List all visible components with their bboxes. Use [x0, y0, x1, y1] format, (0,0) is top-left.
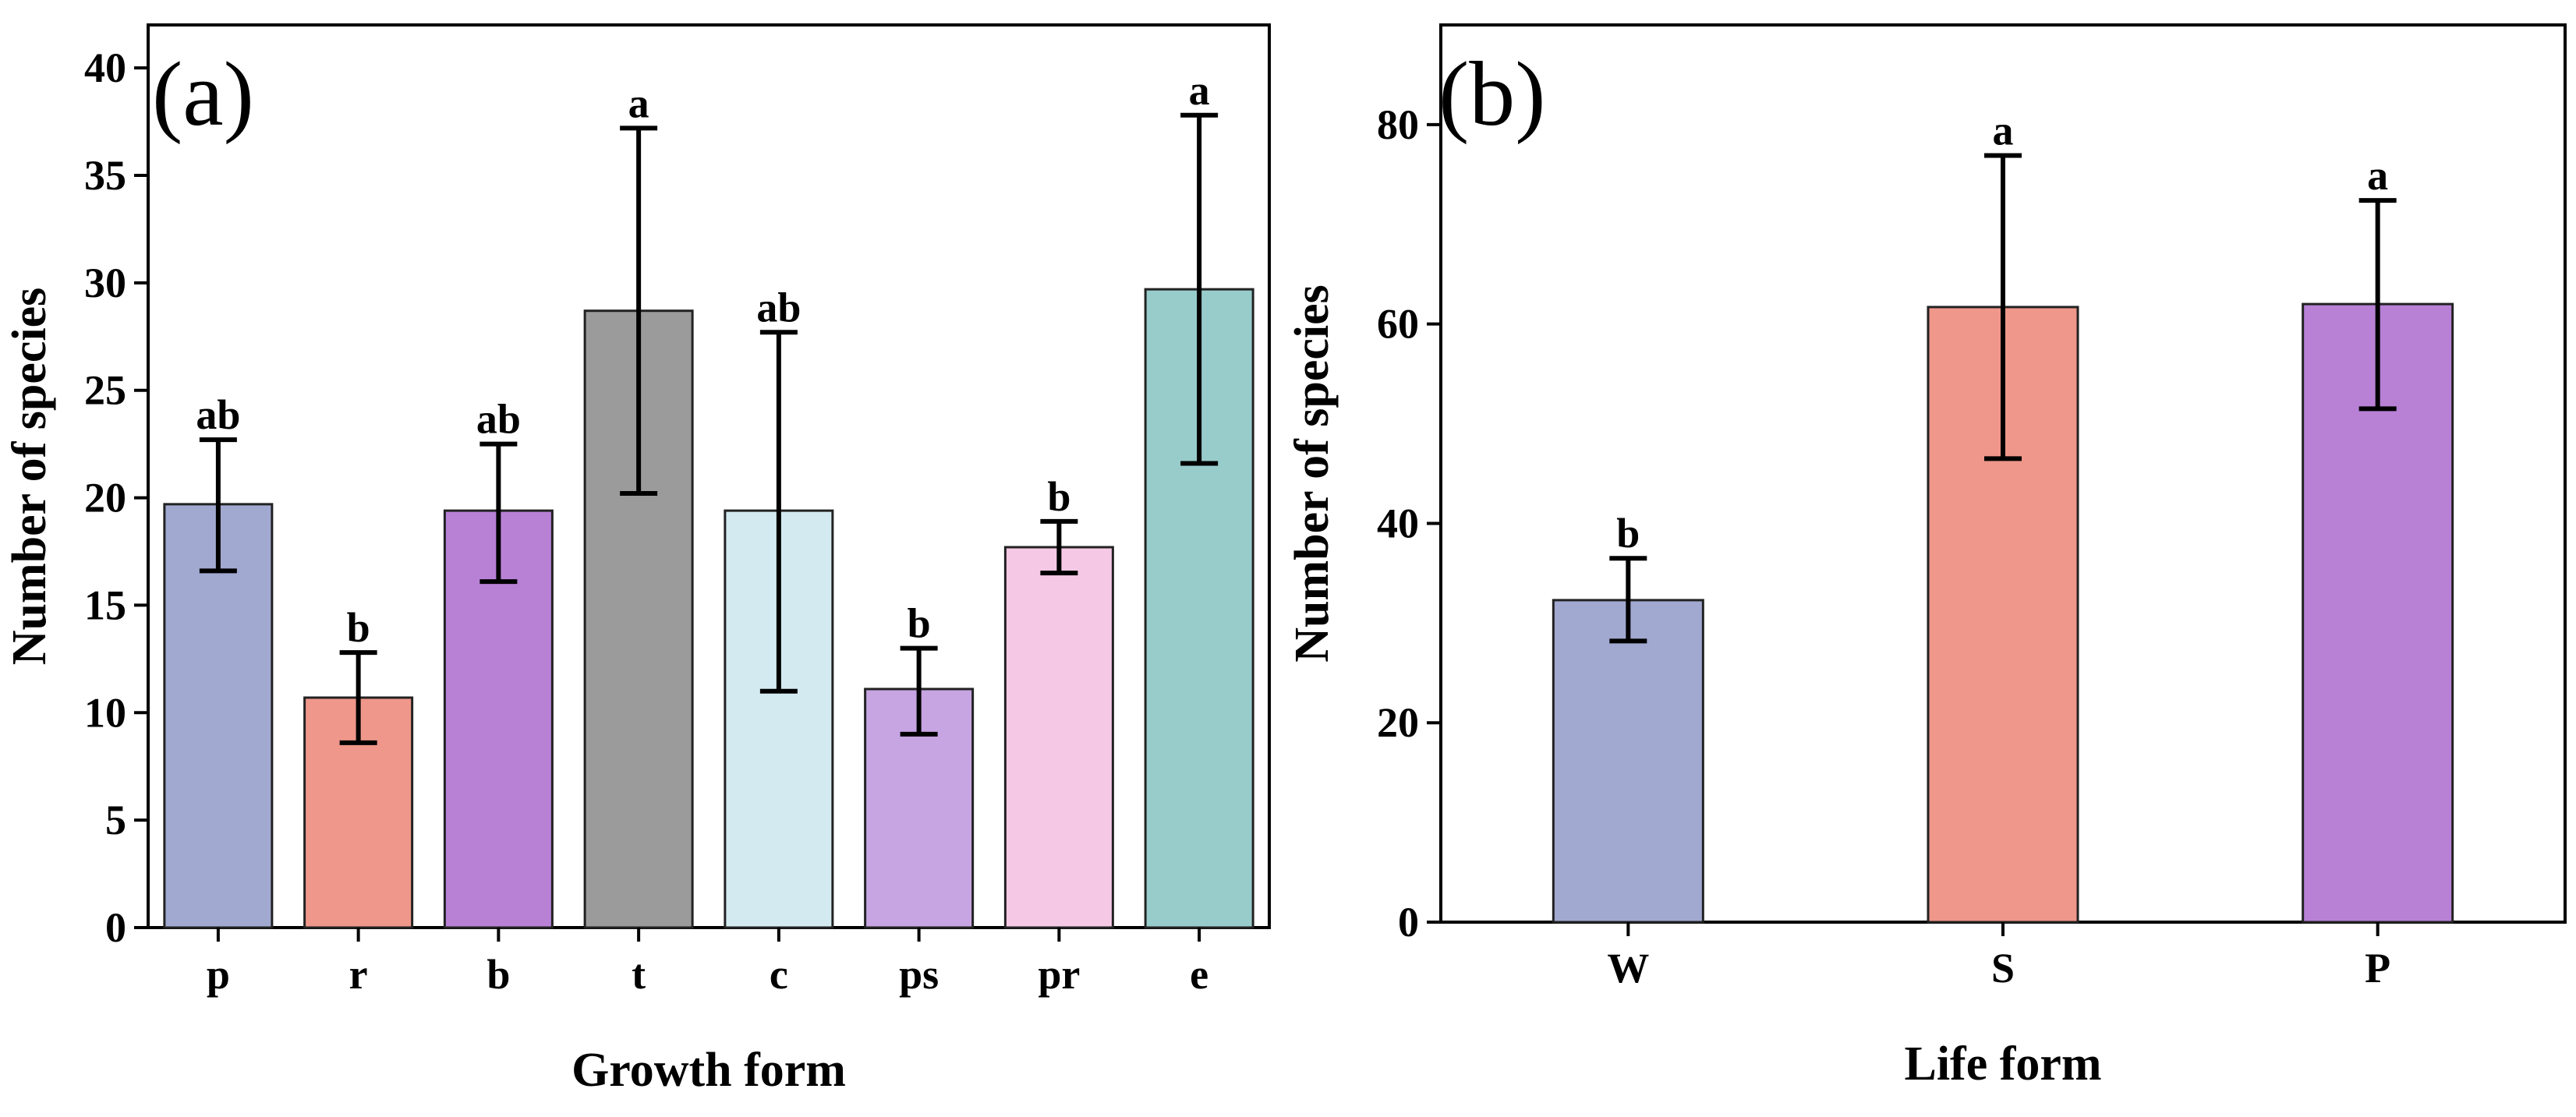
panel-b-y-axis-title: Number of species	[1286, 285, 1339, 662]
panel-a-chart: 0 5 10 15 20 25 30 35 40 ab p b r ab b a t ab c b ps b pr a e Gro…	[3, 23, 1271, 1097]
panel-b-significance-P: a	[2367, 152, 2388, 199]
panel-a-y-tick-label: 15	[84, 581, 126, 628]
panel-a-significance-c: ab	[756, 284, 801, 331]
panel-a-bar-pr	[1003, 546, 1114, 929]
panel-b-chart: 0 20 40 60 80 b Wa Sa P Life form Number of specie…	[1286, 23, 2567, 1090]
panel-a-plot-frame	[147, 23, 1271, 929]
panel-b-y-tick-label: 40	[1377, 500, 1419, 546]
panel-a-y-tick-label: 10	[84, 689, 126, 736]
panel-b-bar-W	[1552, 599, 1704, 924]
panel-a-significance-b: ab	[476, 396, 521, 443]
panel-a-x-tick-label-t: t	[632, 951, 646, 998]
panel-a-x-tick-label-ps: ps	[899, 951, 939, 998]
panel-a-x-tick-label-p: p	[207, 951, 230, 998]
panel-a-y-tick-label: 20	[84, 475, 126, 521]
panel-b-bar-P	[2302, 302, 2454, 924]
panel-b-y-tick-label: 0	[1398, 899, 1419, 946]
panel-a-x-tick-label-b: b	[487, 951, 510, 998]
panel-a-significance-pr: b	[1047, 473, 1070, 520]
panel-a-significance-r: b	[347, 604, 370, 651]
panel-a-x-tick-label-e: e	[1190, 951, 1208, 998]
panel-b-y-tick-label: 60	[1377, 301, 1419, 348]
panel-a-y-tick-label: 0	[105, 904, 126, 951]
panel-a-y-tick-label: 5	[105, 797, 126, 843]
panel-a-y-tick-label: 40	[84, 44, 126, 91]
panel-b-x-tick-label-P: P	[2365, 945, 2390, 992]
panel-a-x-tick-label-r: r	[349, 951, 368, 998]
panel-b-y-tick-label: 80	[1377, 101, 1419, 148]
panel-b-x-tick-label-S: S	[1991, 945, 2015, 992]
panel-b-y-tick-label: 20	[1377, 699, 1419, 746]
panel-a-y-tick-label: 25	[84, 367, 126, 414]
panel-b-significance-S: a	[1993, 108, 2014, 154]
panel-a-y-tick-label: 30	[84, 260, 126, 306]
panel-a-x-tick-label-c: c	[770, 951, 788, 998]
panel-b-significance-W: b	[1616, 510, 1640, 557]
panel-a-panel-label: (a)	[152, 43, 254, 145]
panel-a-x-tick-label-pr: pr	[1038, 951, 1080, 998]
panel-a-significance-p: ab	[196, 391, 240, 438]
panel-b-x-axis-title: Life form	[1904, 1037, 2101, 1090]
panel-b-x-tick-label-W: W	[1607, 945, 1649, 992]
panel-a-y-axis-title: Number of species	[3, 288, 56, 665]
panel-a-x-axis-title: Growth form	[571, 1044, 846, 1097]
panel-b-panel-label: (b)	[1438, 43, 1546, 145]
panel-a-bar-p	[163, 503, 274, 929]
panel-a-significance-e: a	[1189, 67, 1210, 114]
panel-a-significance-t: a	[628, 80, 649, 126]
panel-a-significance-ps: b	[908, 600, 931, 647]
panel-a-y-tick-label: 35	[84, 152, 126, 199]
